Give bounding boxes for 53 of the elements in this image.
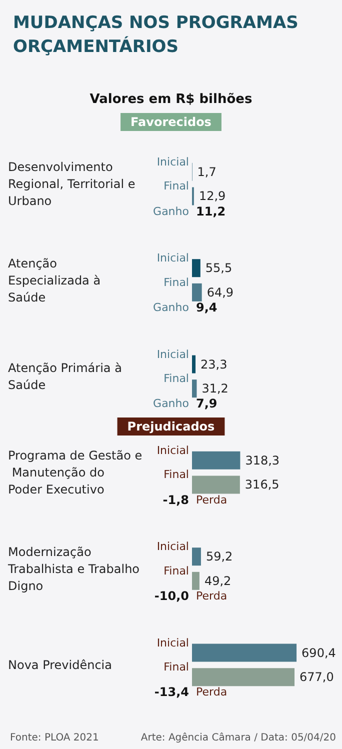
text: -10,0 [154, 589, 189, 604]
text: Final [164, 564, 189, 578]
text: Inicial [156, 636, 189, 650]
bar [192, 476, 240, 494]
bar [192, 259, 200, 278]
text: Final [164, 660, 189, 674]
annotation: 7,9 [196, 396, 218, 411]
text: Final [164, 276, 189, 289]
data-label: 690,4 [302, 646, 336, 660]
text: Final [164, 468, 189, 482]
text: Inicial [156, 348, 189, 361]
y-tick-label: Modernização Trabalhista e Trabalho Digno [7, 544, 144, 593]
text: Final [164, 372, 189, 386]
y-tick-label: Programa de Gestão e Manutenção do Poder Executivo [8, 448, 142, 497]
bar [192, 355, 196, 374]
data-label: 316,5 [244, 478, 280, 492]
y-tick-label: Atenção Primária à Saúde [8, 360, 126, 392]
annotation: 11,2 [196, 204, 226, 218]
data-label: 64,9 [206, 285, 234, 300]
bar [192, 572, 200, 590]
annotation: 9,4 [196, 300, 218, 315]
bar [192, 668, 295, 686]
text: Ganho [153, 397, 190, 410]
data-label: 23,3 [200, 357, 228, 372]
annotation: Perda [196, 686, 228, 699]
data-label: 49,2 [204, 574, 232, 588]
annotation: Prejudicados [127, 420, 215, 434]
y-tick-label: Desenvolvimento Regional, Territorial e Urbano [8, 160, 140, 208]
data-label: 31,2 [202, 382, 228, 396]
y-tick-label: Nova Previdência [8, 658, 112, 672]
data-label: 318,3 [245, 453, 280, 468]
text: Inicial [156, 540, 189, 554]
text: Arte: Agência Câmara / Data: 05/04/20 [140, 732, 336, 744]
chart-subtitle: Valores em R$ bilhões [90, 92, 252, 107]
series-label: Final [164, 180, 189, 193]
annotation: Perda [196, 493, 228, 506]
text: Inicial [156, 444, 189, 457]
text: Ganho [153, 301, 190, 314]
data-label: 59,2 [206, 550, 233, 564]
data-label: 1,7 [197, 164, 216, 179]
data-label: 677,0 [300, 670, 334, 684]
annotation: Perda [196, 590, 228, 603]
series-label: Inicial [156, 155, 189, 168]
data-label: 55,5 [205, 261, 232, 276]
text: Favorecidos [130, 115, 212, 129]
chart-title: MUDANÇAS NOS PROGRAMAS ORÇAMENTÁRIOS [13, 13, 304, 57]
y-tick-label: Atenção Especializada à Saúde [8, 256, 104, 304]
text: Inicial [156, 252, 189, 265]
text: Ganho [153, 204, 190, 218]
text: -1,8 [162, 492, 189, 507]
source-note: Fonte: PLOA 2021 [10, 732, 99, 744]
data-label: 12,9 [198, 189, 226, 204]
text: -13,4 [154, 685, 189, 700]
